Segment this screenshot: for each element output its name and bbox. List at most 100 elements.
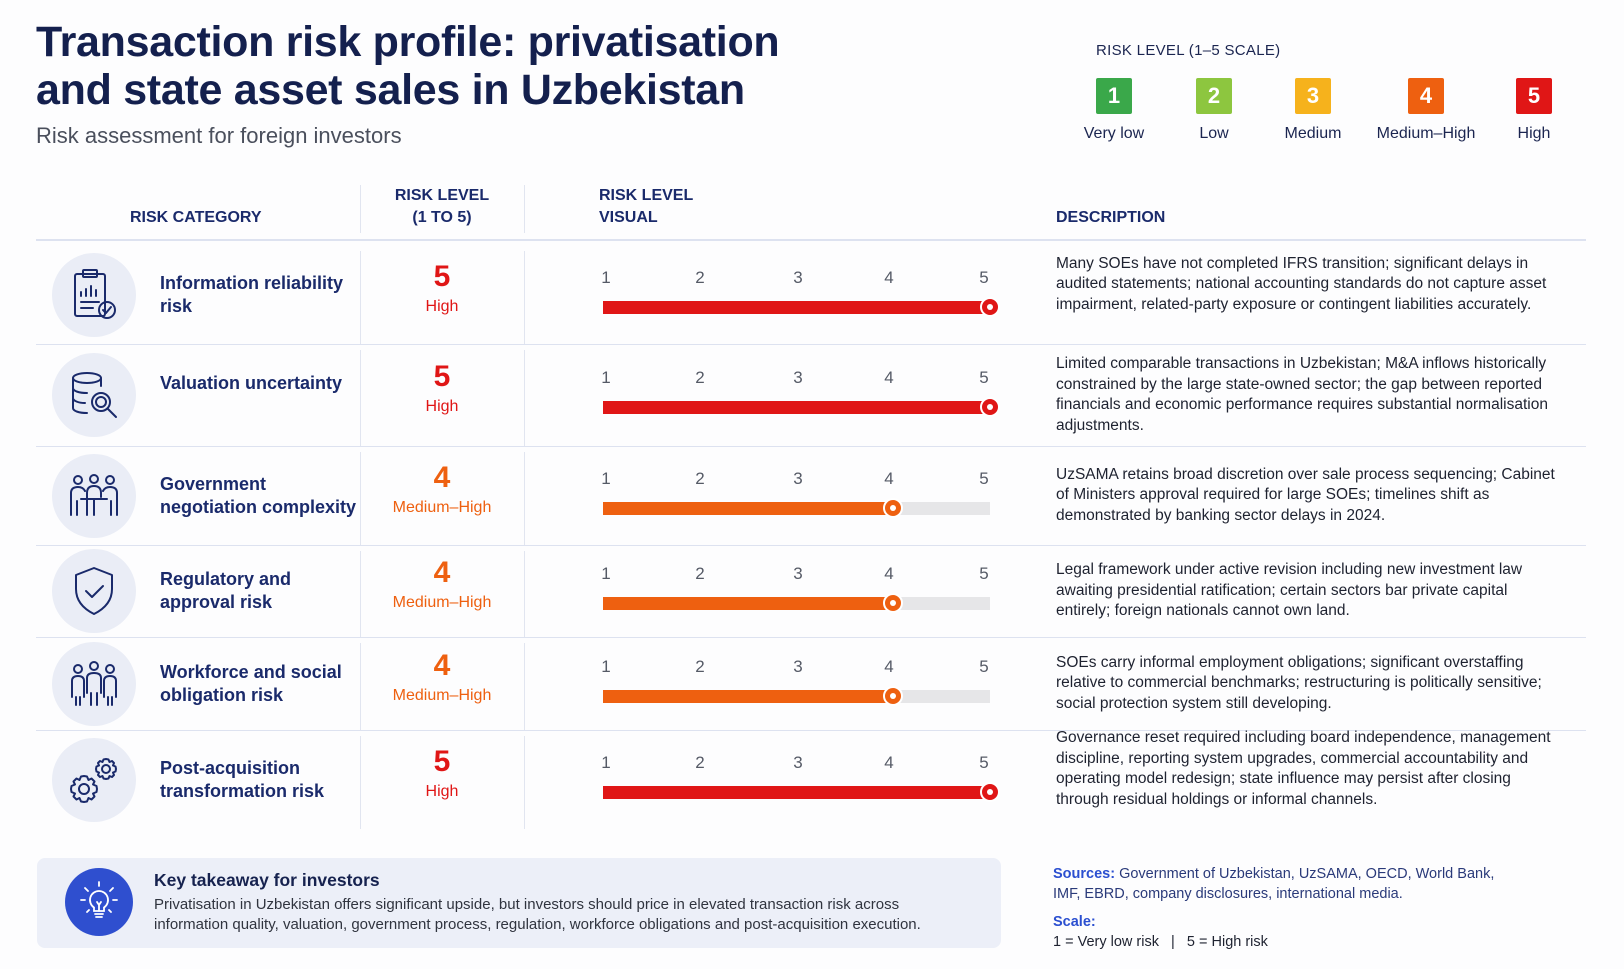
scale-tick: 2 [695,564,705,583]
scale-tick: 1 [601,564,611,583]
risk-level-bar [603,397,1000,417]
column-divider [360,185,361,233]
table-row: Information reliability risk 5 High 1 2 3 4 5… [36,245,1586,344]
column-divider [360,551,361,637]
icon-circle [52,549,136,633]
risk-level-value: 4 [433,460,451,494]
scale-tick: 1 [601,656,611,676]
risk-level-value: 4 [433,648,451,682]
scale-tick: 3 [793,368,803,387]
scale-tick: 5 [979,656,989,676]
database-search-icon [67,368,121,422]
risk-level-bar-fill [603,501,893,515]
lightbulb-icon [65,868,133,936]
risk-category-name: Valuation uncertainty [160,373,343,393]
legend-label-4: Medium–High [1376,125,1476,142]
header-divider [36,239,1586,241]
risk-category-name: Government negotiation complexity [160,473,357,517]
workforce-icon [67,659,121,709]
takeaway-text: Privatisation in Uzbekistan offers signi… [154,896,921,933]
risk-level-label: Medium–High [392,686,492,704]
scale-note: Scale: 1 = Very low risk | 5 = High risk [1053,912,1268,952]
sources-text: Government of Uzbekistan, UzSAMA, OECD, … [1053,866,1495,902]
header-risk-visual: RISK LEVEL VISUAL [599,185,693,229]
scale-tick: 2 [695,368,705,387]
column-divider [524,350,525,446]
risk-description: Legal framework under active revision in… [1056,561,1523,620]
row-divider [36,344,1586,345]
row-divider [36,446,1586,447]
scale-tick: 2 [695,752,705,772]
scale-tick: 4 [884,752,894,772]
table-row: Post-acquisition transformation risk 5 H… [36,729,1586,829]
header-risk-visual-line1: RISK LEVEL [599,187,694,204]
legend-badge-3: 3 [1295,78,1331,114]
legend-badge-4: 4 [1408,78,1444,114]
table-row: Regulatory and approval risk 4 Medium–Hi… [36,545,1586,637]
page-title: Transaction risk profile: privatisation … [36,18,780,114]
risk-level-marker [980,781,1000,802]
legend-title: RISK LEVEL (1–5 SCALE) [1096,42,1281,59]
risk-level-label: High [425,782,459,800]
column-divider [360,736,361,829]
risk-level-label: High [425,398,459,415]
header-risk-level: RISK LEVEL (1 TO 5) [360,185,524,229]
risk-description: Many SOEs have not completed IFRS transi… [1056,254,1547,313]
legend-badge-5: 5 [1516,78,1552,114]
risk-level-bar [603,781,1000,802]
takeaway-title: Key takeaway for investors [154,870,380,890]
risk-level-marker [883,593,903,613]
row-divider [36,545,1586,546]
table-row: Valuation uncertainty 5 High 1 2 3 4 5 Limite… [36,344,1586,446]
row-divider [36,637,1586,638]
risk-level-value: 4 [433,556,451,589]
risk-category-name: Information reliability risk [160,272,344,316]
legend-label-5: High [1517,125,1551,142]
risk-level-bar-fill [603,300,990,314]
risk-level-marker [883,497,903,518]
column-divider [524,551,525,637]
risk-level-marker [883,685,903,706]
risk-level-bar-fill [603,785,990,799]
column-divider [524,736,525,829]
scale-tick: 5 [979,368,989,387]
legend-label-2: Low [1199,125,1229,142]
scale-tick: 1 [601,267,611,287]
icon-circle [52,641,136,726]
scale-tick: 3 [793,564,803,583]
risk-level-bar-fill [603,597,893,610]
scale-tick: 3 [793,468,803,488]
scale-tick: 5 [979,468,989,488]
scale-tick: 4 [884,656,894,676]
row-divider [36,730,1586,731]
sources-note: Sources: Government of Uzbekistan, UzSAM… [1053,864,1523,904]
risk-description: Limited comparable transactions in Uzbek… [1056,355,1548,434]
table-row: Workforce and social obligation risk 4 M… [36,637,1586,730]
column-divider [524,251,525,344]
risk-level-value: 5 [433,259,451,293]
scale-tick: 5 [979,564,989,583]
risk-level-bar [603,593,990,613]
header-risk-level-line1: RISK LEVEL [394,187,490,204]
risk-category-name: Regulatory and approval risk [160,569,292,612]
scale-tick: 5 [979,267,989,287]
icon-circle [52,353,136,437]
gears-icon [66,753,122,807]
risk-level-label: High [425,297,459,315]
risk-description: Governance reset required including boar… [1056,729,1551,808]
scale-tick: 4 [884,368,894,387]
icon-circle [52,252,136,337]
scale-text: 1 = Very low risk | 5 = High risk [1053,934,1268,950]
legend-badge-1: 1 [1096,78,1132,114]
header-risk-category: RISK CATEGORY [130,209,262,226]
table-row: Government negotiation complexity 4 Medi… [36,446,1586,545]
column-divider [360,251,361,344]
sources-label: Sources: [1053,866,1116,882]
risk-level-value: 5 [433,744,451,778]
column-divider [360,643,361,730]
clipboard-chart-icon [69,268,119,322]
header-risk-visual-line2: VISUAL [599,209,658,226]
scale-tick: 2 [695,656,705,676]
scale-label: Scale: [1053,914,1096,930]
icon-circle [52,453,136,538]
